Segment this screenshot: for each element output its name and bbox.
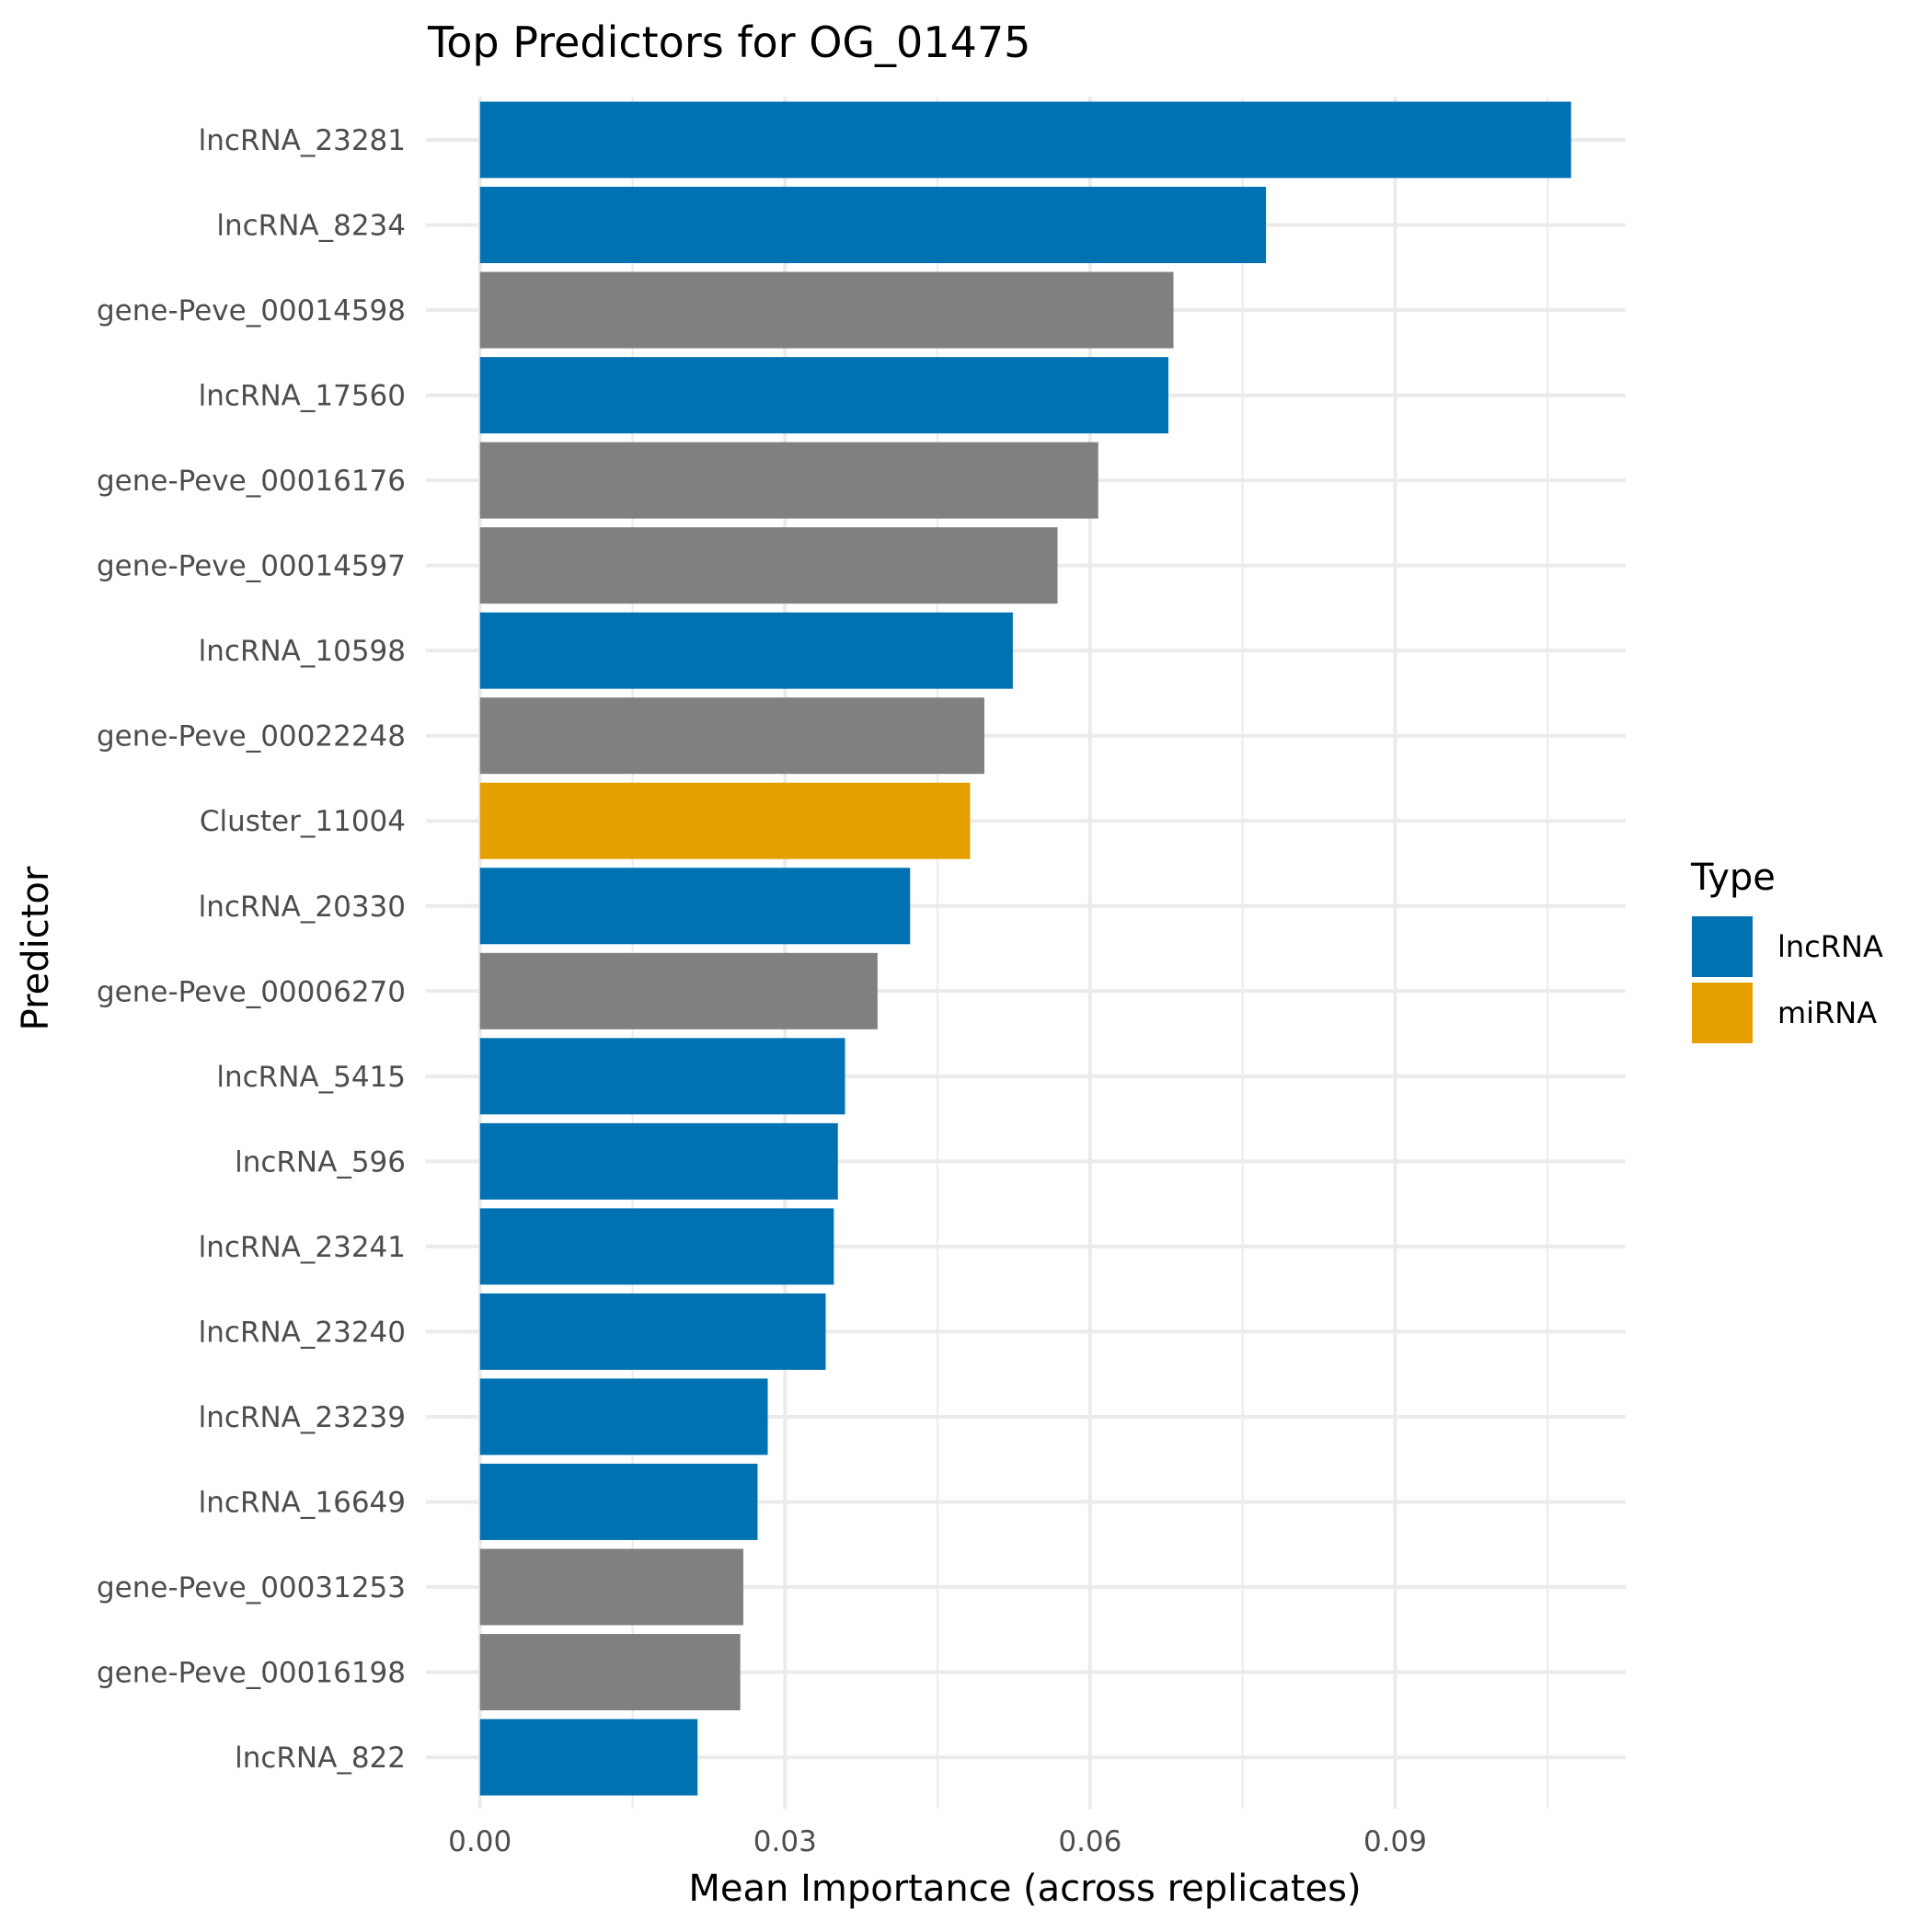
x-axis-tick-labels: 0.00 0.03 0.06 0.09 bbox=[448, 1825, 1427, 1858]
bar-lncrna-23239 bbox=[479, 1378, 768, 1455]
x-tick-label: 0.09 bbox=[1363, 1825, 1427, 1858]
bar-lncrna-822 bbox=[479, 1719, 698, 1796]
y-tick-label: lncRNA_5415 bbox=[216, 1061, 406, 1094]
legend-label-lncrna: lncRNA bbox=[1777, 929, 1883, 964]
y-tick-label: lncRNA_16649 bbox=[199, 1486, 406, 1519]
legend-title: Type bbox=[1690, 857, 1776, 899]
y-tick-label: lncRNA_822 bbox=[235, 1742, 406, 1775]
y-tick-label: gene-Peve_00031253 bbox=[97, 1571, 406, 1604]
bar-lncrna-20330 bbox=[479, 868, 911, 945]
x-tick-label: 0.00 bbox=[448, 1825, 512, 1858]
y-tick-label: lncRNA_23240 bbox=[199, 1316, 406, 1349]
y-tick-label: lncRNA_10598 bbox=[199, 635, 406, 668]
bar-lncrna-23240 bbox=[479, 1293, 826, 1370]
y-tick-label: lncRNA_20330 bbox=[199, 891, 406, 924]
chart-title: Top Predictors for OG_01475 bbox=[427, 17, 1030, 67]
bar-lncrna-5415 bbox=[479, 1038, 845, 1115]
y-axis-tick-labels: lncRNA_23281 lncRNA_8234 gene-Peve_0001459… bbox=[97, 124, 406, 1775]
bar-lncrna-23241 bbox=[479, 1208, 834, 1285]
y-tick-label: lncRNA_23241 bbox=[199, 1231, 406, 1264]
bar-gene-peve-00016176 bbox=[479, 442, 1098, 519]
y-tick-label: gene-Peve_00016176 bbox=[97, 465, 406, 498]
legend-key-lncrna bbox=[1692, 916, 1753, 977]
y-tick-label: lncRNA_23239 bbox=[199, 1401, 406, 1434]
bar-gene-peve-00016198 bbox=[479, 1634, 741, 1711]
bar-gene-peve-00014598 bbox=[479, 271, 1174, 349]
bars bbox=[479, 101, 1571, 1796]
y-tick-label: lncRNA_23281 bbox=[199, 124, 406, 157]
bar-lncrna-23281 bbox=[479, 101, 1571, 178]
y-tick-label: gene-Peve_00014598 bbox=[97, 294, 406, 328]
y-tick-label: gene-Peve_00014597 bbox=[97, 550, 406, 583]
bar-cluster-11004 bbox=[479, 782, 971, 859]
y-tick-label: lncRNA_8234 bbox=[216, 210, 406, 243]
bar-gene-peve-00031253 bbox=[479, 1548, 743, 1626]
bar-lncrna-8234 bbox=[479, 187, 1267, 264]
y-tick-label: lncRNA_596 bbox=[235, 1145, 406, 1179]
x-tick-label: 0.06 bbox=[1058, 1825, 1121, 1858]
bar-gene-peve-00014597 bbox=[479, 527, 1058, 604]
x-axis-title: Mean Importance (across replicates) bbox=[688, 1868, 1361, 1910]
bar-gene-peve-00022248 bbox=[479, 697, 984, 775]
y-tick-label: gene-Peve_00016198 bbox=[97, 1657, 406, 1690]
bar-lncrna-596 bbox=[479, 1122, 838, 1200]
y-tick-label: Cluster_11004 bbox=[200, 805, 406, 838]
bar-lncrna-17560 bbox=[479, 357, 1168, 434]
legend: Type lncRNA miRNA bbox=[1690, 857, 1883, 1043]
y-tick-label: gene-Peve_00006270 bbox=[97, 975, 406, 1008]
legend-label-mirna: miRNA bbox=[1777, 995, 1877, 1030]
bar-lncrna-10598 bbox=[479, 612, 1013, 689]
legend-key-mirna bbox=[1692, 983, 1753, 1043]
x-tick-label: 0.03 bbox=[753, 1825, 817, 1858]
y-axis-title: Predictor bbox=[15, 866, 57, 1030]
bar-lncrna-16649 bbox=[479, 1463, 758, 1540]
bar-gene-peve-00006270 bbox=[479, 952, 878, 1029]
y-tick-label: lncRNA_17560 bbox=[199, 380, 406, 413]
y-tick-label: gene-Peve_00022248 bbox=[97, 720, 406, 753]
